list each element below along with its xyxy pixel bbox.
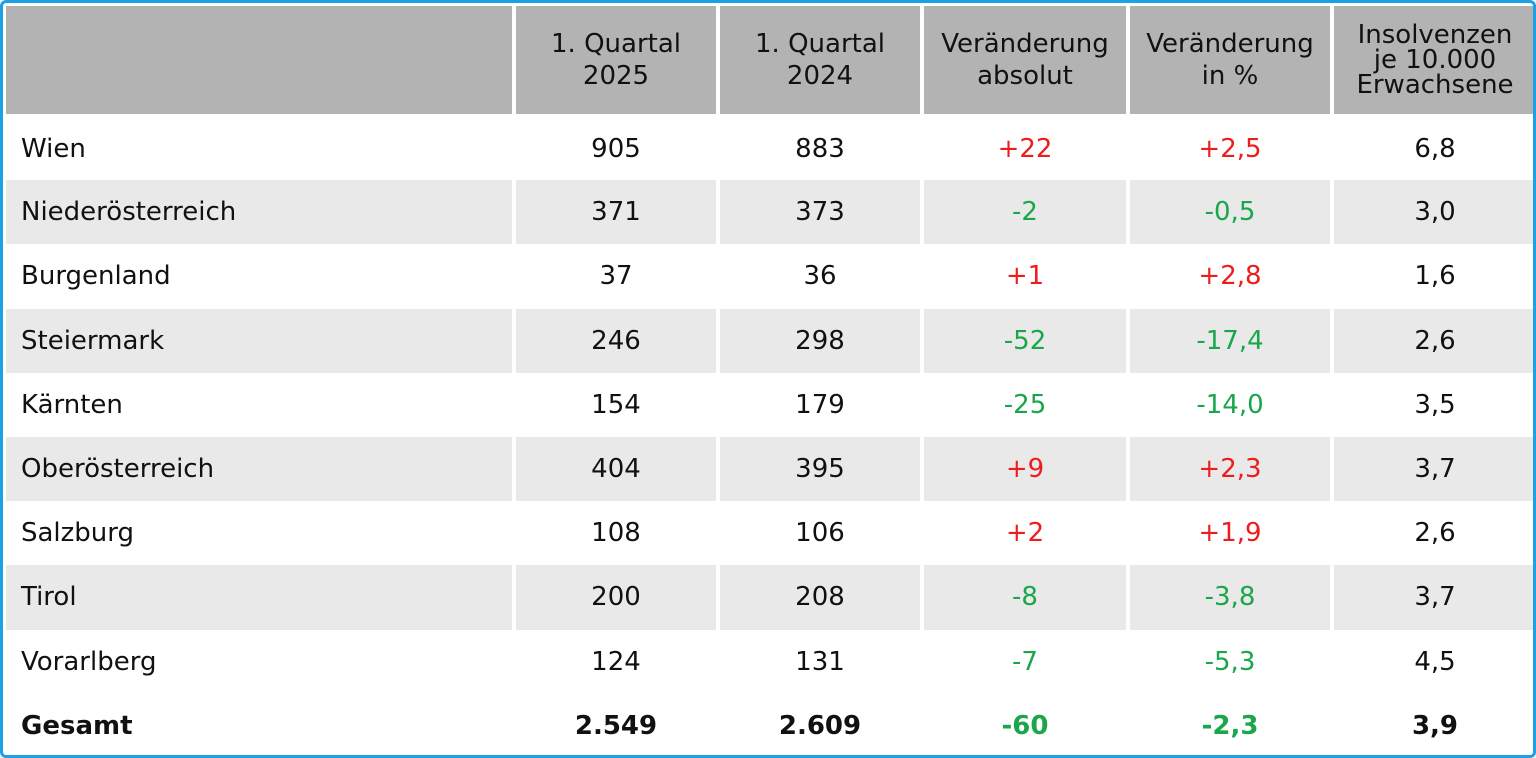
cell-q1-2024: 131 (718, 629, 924, 694)
cell-region: Oberösterreich (6, 436, 516, 502)
table-row: Wien 905 883 +22 +2,5 6,8 (6, 116, 1533, 181)
cell-change-abs: +2 (922, 501, 1130, 566)
cell-change-pct: -17,4 (1128, 308, 1334, 373)
header-change-abs-line2: absolut (977, 61, 1073, 91)
cell-change-abs: -8 (922, 565, 1130, 630)
cell-per-10000: 6,8 (1414, 134, 1456, 165)
cell-change-abs: -7 (922, 629, 1130, 694)
header-change-abs: Veränderung absolut (922, 6, 1130, 118)
cell-q1-2025: 905 (514, 116, 720, 181)
cell-per-10000: 2,6 (1414, 518, 1456, 549)
header-change-pct-line2: in % (1201, 61, 1259, 91)
header-q1-2024-line2: 2024 (786, 61, 854, 91)
table-body: Wien 905 883 +22 +2,5 6,8 Niederösterreich 371 3… (6, 116, 1533, 755)
cell-region: Burgenland (6, 244, 516, 309)
table-row: Oberösterreich 404 395 +9 +2,3 3,7 (6, 436, 1533, 502)
cell-per-10000: 3,7 (1332, 436, 1533, 502)
table-row: Salzburg 108 106 +2 +1,9 2,6 (6, 501, 1533, 566)
cell-region: Vorarlberg (6, 629, 516, 694)
cell-q1-2025: 246 (514, 308, 720, 373)
cell-per-10000: 3,9 (1332, 693, 1533, 755)
cell-q1-2024: 883 (718, 116, 924, 181)
insolvency-table: 1. Quartal 2025 1. Quartal 2024 Veränder… (6, 6, 1533, 755)
cell-q1-2024: 208 (718, 565, 924, 630)
cell-change-pct: +2,3 (1128, 436, 1334, 502)
table-row-total: Gesamt 2.549 2.609 -60 -2,3 3,9 (6, 693, 1533, 755)
cell-region: Kärnten (6, 372, 516, 437)
cell-q1-2025: 124 (514, 629, 720, 694)
header-change-abs-line1: Veränderung (941, 29, 1109, 59)
cell-change-abs: +9 (922, 436, 1130, 502)
cell-change-pct: -3,8 (1128, 565, 1334, 630)
header-region (6, 6, 516, 118)
cell-change-pct: -2,3 (1128, 693, 1334, 755)
cell-per-10000: 1,6 (1414, 261, 1456, 292)
cell-q1-2025: 2.549 (514, 693, 720, 755)
cell-q1-2025: 37 (514, 244, 720, 309)
cell-q1-2025: 154 (514, 372, 720, 437)
cell-change-pct: -14,0 (1128, 372, 1334, 437)
cell-q1-2025: 371 (514, 180, 720, 245)
header-q1-2025-line1: 1. Quartal (551, 29, 681, 59)
cell-q1-2024: 373 (718, 180, 924, 245)
cell-region: Tirol (6, 565, 516, 630)
cell-region: Gesamt (6, 693, 516, 755)
header-per-10000-line3: Erwachsene (1356, 69, 1514, 100)
table-row: Burgenland 37 36 +1 +2,8 1,6 (6, 244, 1533, 309)
header-q1-2025-line2: 2025 (582, 61, 650, 91)
cell-per-10000: 2,6 (1332, 308, 1533, 373)
cell-change-abs: -60 (922, 693, 1130, 755)
table-row: Steiermark 246 298 -52 -17,4 2,6 (6, 308, 1533, 373)
header-per-10000-line2: je 10.000 (1373, 44, 1497, 75)
cell-change-abs: -25 (922, 372, 1130, 437)
header-change-pct-line1: Veränderung (1146, 29, 1314, 59)
table-row: Niederösterreich 371 373 -2 -0,5 3,0 (6, 180, 1533, 245)
cell-change-pct: -5,3 (1128, 629, 1334, 694)
cell-q1-2025: 200 (514, 565, 720, 630)
table-row: Tirol 200 208 -8 -3,8 3,7 (6, 565, 1533, 630)
cell-per-10000: 3,0 (1332, 180, 1533, 245)
cell-q1-2024: 2.609 (718, 693, 924, 755)
header-q1-2025: 1. Quartal 2025 (514, 6, 720, 118)
cell-q1-2025: 108 (514, 501, 720, 566)
cell-change-abs: +1 (922, 244, 1130, 309)
table-row: Kärnten 154 179 -25 -14,0 3,5 (6, 372, 1533, 437)
cell-change-pct: +1,9 (1128, 501, 1334, 566)
cell-per-10000: 4,5 (1414, 646, 1456, 677)
cell-q1-2024: 36 (718, 244, 924, 309)
header-q1-2024-line1: 1. Quartal (755, 29, 885, 59)
header-change-pct: Veränderung in % (1128, 6, 1334, 118)
header-row: 1. Quartal 2025 1. Quartal 2024 Veränder… (6, 6, 1533, 118)
cell-change-abs: -52 (922, 308, 1130, 373)
cell-change-pct: -0,5 (1128, 180, 1334, 245)
header-per-10000: Insolvenzen je 10.000 Erwachsene (1332, 6, 1533, 118)
cell-change-abs: -2 (922, 180, 1130, 245)
header-q1-2024: 1. Quartal 2024 (718, 6, 924, 118)
table-row: Vorarlberg 124 131 -7 -5,3 4,5 (6, 629, 1533, 694)
cell-q1-2024: 298 (718, 308, 924, 373)
cell-per-10000: 3,5 (1414, 389, 1456, 420)
cell-q1-2024: 179 (718, 372, 924, 437)
cell-region: Salzburg (6, 501, 516, 566)
cell-region: Wien (6, 116, 516, 181)
cell-q1-2024: 106 (718, 501, 924, 566)
cell-region: Niederösterreich (6, 180, 516, 245)
cell-change-pct: +2,8 (1128, 244, 1334, 309)
cell-q1-2024: 395 (718, 436, 924, 502)
cell-region: Steiermark (6, 308, 516, 373)
cell-per-10000: 3,7 (1332, 565, 1533, 630)
header-per-10000-line1: Insolvenzen (1357, 19, 1513, 50)
cell-change-pct: +2,5 (1128, 116, 1334, 181)
cell-change-abs: +22 (922, 116, 1130, 181)
cell-q1-2025: 404 (514, 436, 720, 502)
